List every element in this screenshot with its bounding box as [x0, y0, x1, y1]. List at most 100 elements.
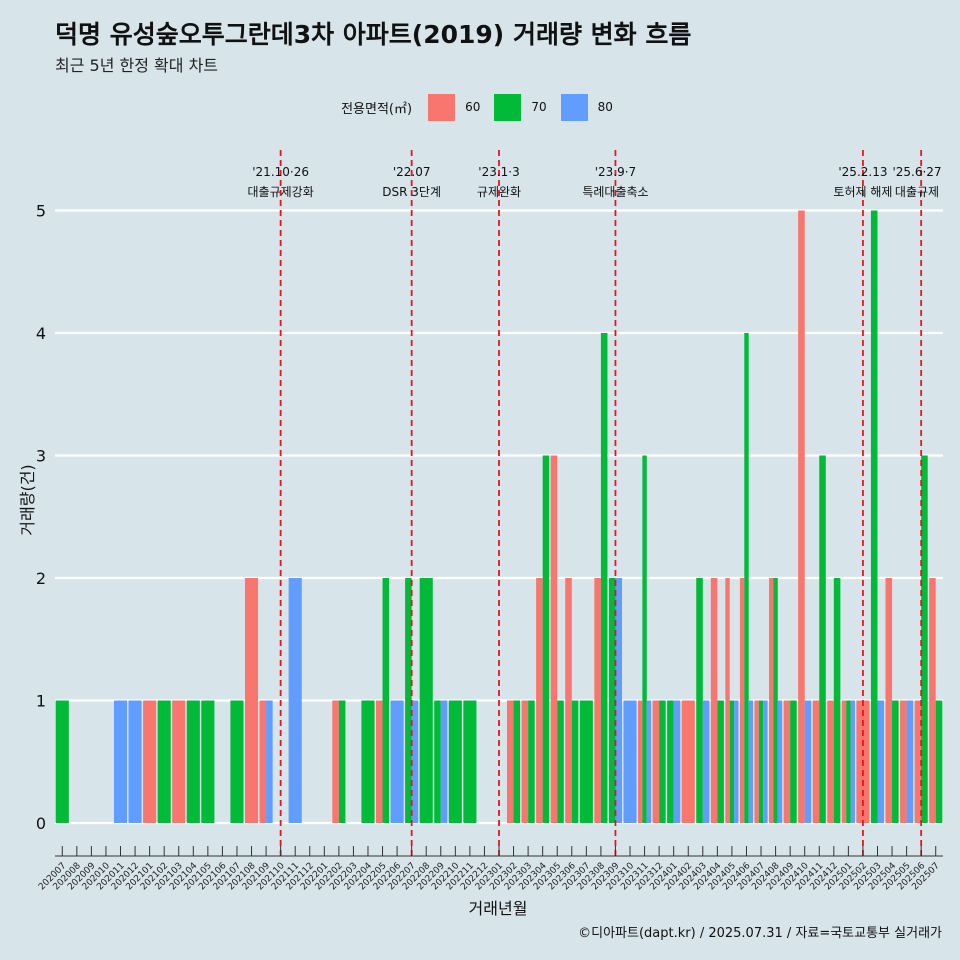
bar-202310-80 — [623, 700, 637, 823]
bar-202412-60 — [827, 700, 834, 823]
bar-202407-80 — [763, 700, 768, 823]
bar-202405-70 — [729, 700, 735, 823]
bar-202308-60 — [594, 578, 601, 823]
y-tick-label: 3 — [36, 447, 46, 466]
bar-202108-60 — [244, 578, 259, 823]
bar-202311-70 — [642, 455, 647, 823]
bar-202306-70 — [571, 700, 579, 823]
bar-202211-70 — [463, 700, 477, 823]
legend-label-80: 80 — [597, 100, 613, 114]
bar-202505-80 — [906, 700, 914, 823]
bar-202208-70 — [419, 578, 433, 823]
bar-202411-70 — [819, 455, 826, 823]
legend-item-60: 60 — [428, 93, 480, 121]
bar-202503-80 — [877, 700, 885, 823]
bar-202506-70 — [921, 455, 928, 823]
y-tick-label: 4 — [36, 324, 46, 343]
bar-202407-60 — [754, 700, 759, 823]
bar-202109-80 — [266, 700, 273, 823]
bar-202412-70 — [833, 578, 841, 823]
bars — [55, 210, 943, 823]
event-date-label: '23.1·3 — [478, 165, 519, 179]
source-caption: ©디아파트(dapt.kr) / 2025.07.31 / 자료=국토교통부 실… — [578, 926, 942, 941]
bar-202504-60 — [885, 578, 893, 823]
bar-202503-70 — [870, 210, 878, 823]
event-name-label: 대출규제강화 — [248, 185, 314, 199]
legend: 전용면적(㎡) 60 70 80 — [0, 92, 960, 122]
bar-202007-70 — [55, 700, 69, 823]
chart-subtitle: 최근 5년 한정 확대 차트 — [55, 56, 219, 75]
event-name-label: 토허제 해제 — [833, 185, 892, 199]
bar-202305-70 — [557, 700, 564, 823]
bar-202405-80 — [734, 700, 739, 823]
bar-202205-70 — [382, 578, 390, 823]
bar-202306-60 — [565, 578, 572, 823]
bar-202408-70 — [773, 578, 778, 823]
legend-item-70: 70 — [494, 93, 547, 121]
bar-202207-70 — [405, 578, 412, 823]
bar-202303-60 — [521, 700, 529, 823]
bar-202206-80 — [390, 700, 404, 823]
bar-202309-80 — [615, 578, 623, 823]
bar-202506-60 — [914, 700, 922, 823]
bar-202011-80 — [113, 700, 128, 823]
bar-202103-60 — [172, 700, 186, 823]
bar-202312-60 — [652, 700, 660, 823]
bar-202104-70 — [186, 700, 200, 823]
bar-202504-70 — [892, 700, 899, 823]
legend-swatch-60 — [428, 93, 456, 121]
bar-202304-70 — [542, 455, 550, 823]
legend-title: 전용면적(㎡) — [341, 101, 413, 117]
bar-202207-80 — [411, 700, 419, 823]
bar-202302-70 — [513, 700, 521, 823]
bar-202205-60 — [375, 700, 383, 823]
bar-202302-60 — [507, 700, 514, 823]
bar-202501-70 — [846, 700, 851, 823]
y-axis-label: 거래량(건) — [18, 464, 37, 535]
bar-202209-80 — [440, 700, 448, 823]
bar-202308-70 — [600, 333, 608, 823]
event-name-label: 규제완화 — [477, 185, 521, 199]
bar-202202-70 — [338, 700, 346, 823]
bar-202210-70 — [448, 700, 462, 823]
bar-202406-80 — [748, 700, 754, 823]
event-markers: '21.10·26 대출규제강화 '22.07 DSR 3단계 '23.1·3 규제완화 '… — [248, 150, 942, 856]
event-name-label: 대출규제 — [895, 185, 939, 199]
chart-title: 덕명 유성숲오투그란데3차 아파트(2019) 거래량 변화 흐름 — [55, 20, 692, 49]
event-name-label: 특례대출축소 — [582, 185, 648, 199]
bar-202305-60 — [550, 455, 558, 823]
bar-202111-80 — [288, 578, 302, 823]
event-date-label: '25.2.13 — [838, 165, 887, 179]
bar-202202-60 — [332, 700, 339, 823]
bar-202501-80 — [850, 700, 855, 823]
bar-202402-60 — [681, 700, 695, 823]
bar-202101-60 — [143, 700, 157, 823]
bar-202403-70 — [696, 578, 703, 823]
legend-swatch-70 — [494, 93, 522, 121]
y-tick-label: 2 — [36, 569, 46, 588]
event-name-label: DSR 3단계 — [382, 185, 441, 199]
bar-202507-70 — [935, 700, 943, 823]
event-date-label: '22.07 — [393, 165, 431, 179]
bar-202303-70 — [528, 700, 535, 823]
bar-202408-80 — [777, 700, 783, 823]
bar-202311-60 — [638, 700, 643, 823]
bar-202410-80 — [804, 700, 812, 823]
bar-202404-60 — [710, 578, 718, 823]
event-date-label: '21.10·26 — [252, 165, 309, 179]
bar-202403-80 — [702, 700, 710, 823]
bar-202102-70 — [157, 700, 171, 823]
bar-202409-60 — [783, 700, 791, 823]
y-tick-label: 0 — [36, 814, 46, 833]
y-tick-label: 1 — [36, 692, 46, 711]
bar-202507-60 — [929, 578, 936, 823]
bar-202406-60 — [739, 578, 745, 823]
bar-202307-70 — [579, 700, 593, 823]
bar-202209-70 — [434, 700, 441, 823]
bar-202501-60 — [841, 700, 847, 823]
bar-202012-80 — [128, 700, 142, 823]
y-axis: 0 1 2 3 4 5 — [36, 202, 46, 834]
bar-202401-70 — [667, 700, 674, 823]
bar-202406-70 — [744, 333, 749, 823]
